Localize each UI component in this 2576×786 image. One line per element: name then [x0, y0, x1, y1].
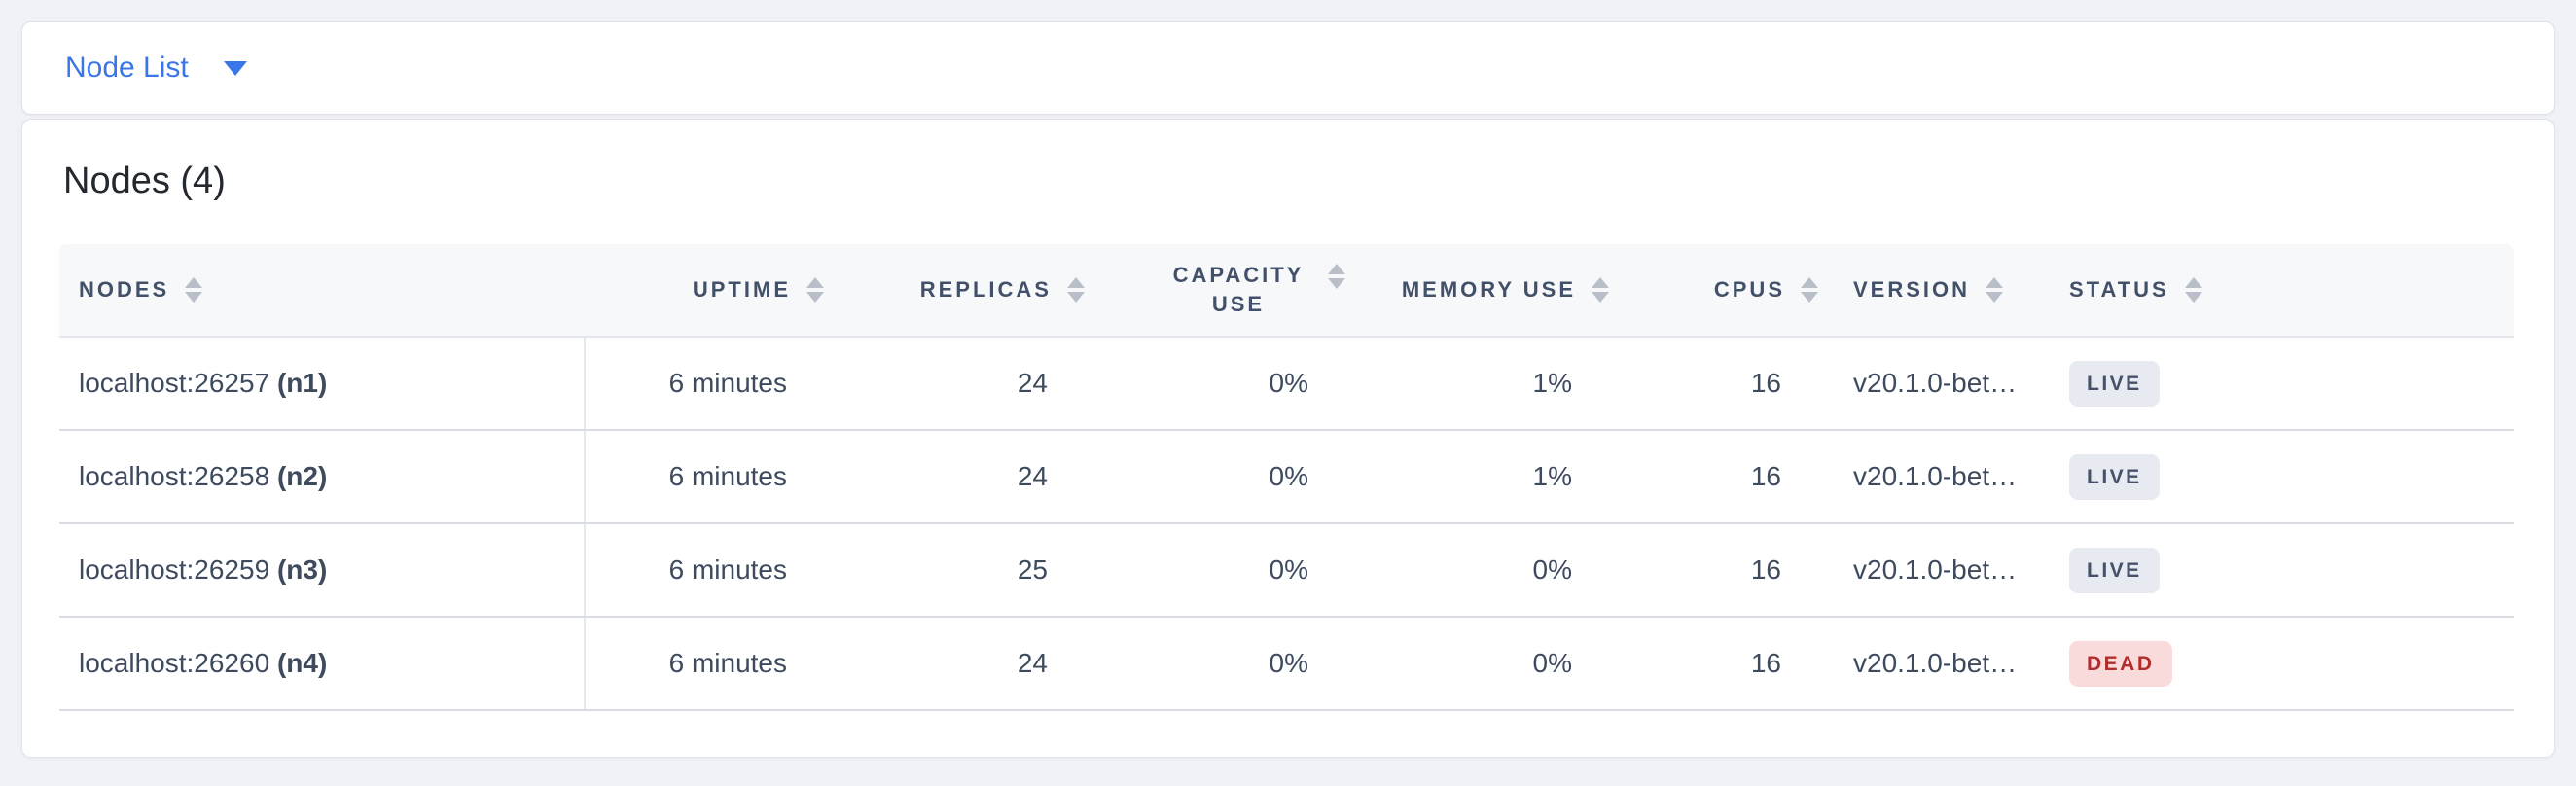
cpus-cell: 16 — [1609, 337, 1818, 431]
sort-icon — [1801, 277, 1818, 303]
version-cell: v20.1.0-bet… — [1818, 337, 2034, 431]
column-header-status[interactable]: STATUS — [2034, 244, 2514, 338]
node-id: (n3) — [276, 554, 328, 585]
table-header-row: NODES UPTIME REPLICAS CAPACITY USE MEMORY US… — [59, 244, 2514, 338]
node-address: localhost:26257 — [79, 368, 270, 398]
node-table: NODES UPTIME REPLICAS CAPACITY USE MEMORY US… — [59, 244, 2514, 711]
table-row: localhost:26260 (n4) 6 minutes 24 0% 0% 16 v20… — [59, 617, 2514, 711]
table-row: localhost:26259 (n3) 6 minutes 25 0% 0% 16 v20… — [59, 523, 2514, 618]
memory-use-cell: 1% — [1345, 430, 1609, 524]
replicas-cell: 25 — [824, 523, 1085, 618]
version-cell: v20.1.0-bet… — [1818, 523, 2034, 618]
table-row: localhost:26258 (n2) 6 minutes 24 0% 1% 16 v20… — [59, 430, 2514, 524]
table-row: localhost:26257 (n1) 6 minutes 24 0% 1% 16 v20… — [59, 337, 2514, 431]
view-selector-label: Node List — [65, 52, 189, 84]
status-cell: LIVE — [2034, 337, 2514, 431]
sort-icon — [806, 277, 824, 303]
column-header-memory_use[interactable]: MEMORY USE — [1345, 244, 1609, 338]
node-address-cell: localhost:26259 (n3) — [59, 523, 586, 618]
node-address-cell: localhost:26258 (n2) — [59, 430, 586, 524]
column-header-cpus[interactable]: CPUS — [1609, 244, 1818, 338]
column-header-label: UPTIME — [692, 277, 791, 302]
node-id: (n4) — [276, 648, 328, 678]
uptime-cell: 6 minutes — [585, 430, 824, 524]
nodes-panel: Nodes (4) NODES UPTIME REPLICAS CAPACITY US… — [21, 119, 2555, 758]
cpus-cell: 16 — [1609, 523, 1818, 618]
sort-icon — [1067, 277, 1085, 303]
capacity-use-cell: 0% — [1085, 337, 1345, 431]
column-header-version[interactable]: VERSION — [1818, 244, 2034, 338]
capacity-use-cell: 0% — [1085, 617, 1345, 711]
uptime-cell: 6 minutes — [585, 617, 824, 711]
page-title: Nodes (4) — [63, 161, 226, 201]
node-address: localhost:26260 — [79, 648, 270, 678]
column-header-label: MEMORY USE — [1401, 277, 1576, 302]
status-cell: LIVE — [2034, 430, 2514, 524]
memory-use-cell: 0% — [1345, 523, 1609, 618]
status-cell: DEAD — [2034, 617, 2514, 711]
node-address-cell: localhost:26260 (n4) — [59, 617, 586, 711]
sort-icon — [1592, 277, 1609, 303]
capacity-use-cell: 0% — [1085, 430, 1345, 524]
sort-icon — [2184, 277, 2202, 303]
memory-use-cell: 0% — [1345, 617, 1609, 711]
cpus-cell: 16 — [1609, 430, 1818, 524]
view-selector-dropdown[interactable]: Node List — [21, 21, 2555, 115]
sort-icon — [185, 277, 203, 303]
column-header-label: STATUS — [2069, 277, 2169, 302]
version-cell: v20.1.0-bet… — [1818, 430, 2034, 524]
replicas-cell: 24 — [824, 337, 1085, 431]
node-address: localhost:26259 — [79, 554, 270, 585]
status-badge: LIVE — [2069, 453, 2160, 500]
capacity-use-cell: 0% — [1085, 523, 1345, 618]
uptime-cell: 6 minutes — [585, 337, 824, 431]
sort-icon — [1986, 277, 2004, 303]
status-cell: LIVE — [2034, 523, 2514, 618]
status-badge: LIVE — [2069, 360, 2160, 407]
status-badge: LIVE — [2069, 547, 2160, 593]
node-id: (n1) — [276, 368, 328, 398]
column-header-label: CAPACITY USE — [1172, 263, 1305, 316]
node-address: localhost:26258 — [79, 461, 270, 491]
node-address-cell: localhost:26257 (n1) — [59, 337, 586, 431]
chevron-down-icon — [223, 60, 247, 76]
memory-use-cell: 1% — [1345, 337, 1609, 431]
column-header-label: REPLICAS — [919, 277, 1052, 302]
replicas-cell: 24 — [824, 617, 1085, 711]
column-header-uptime[interactable]: UPTIME — [585, 244, 824, 338]
sort-icon — [1328, 264, 1345, 289]
column-header-label: CPUS — [1713, 277, 1785, 302]
replicas-cell: 24 — [824, 430, 1085, 524]
column-header-label: NODES — [79, 277, 170, 302]
status-badge: DEAD — [2069, 640, 2172, 687]
column-header-label: VERSION — [1853, 277, 1971, 302]
column-header-nodes[interactable]: NODES — [59, 244, 585, 338]
cpus-cell: 16 — [1609, 617, 1818, 711]
column-header-replicas[interactable]: REPLICAS — [824, 244, 1085, 338]
node-id: (n2) — [276, 461, 328, 491]
uptime-cell: 6 minutes — [585, 523, 824, 618]
column-header-capacity_use[interactable]: CAPACITY USE — [1085, 244, 1345, 338]
version-cell: v20.1.0-bet… — [1818, 617, 2034, 711]
